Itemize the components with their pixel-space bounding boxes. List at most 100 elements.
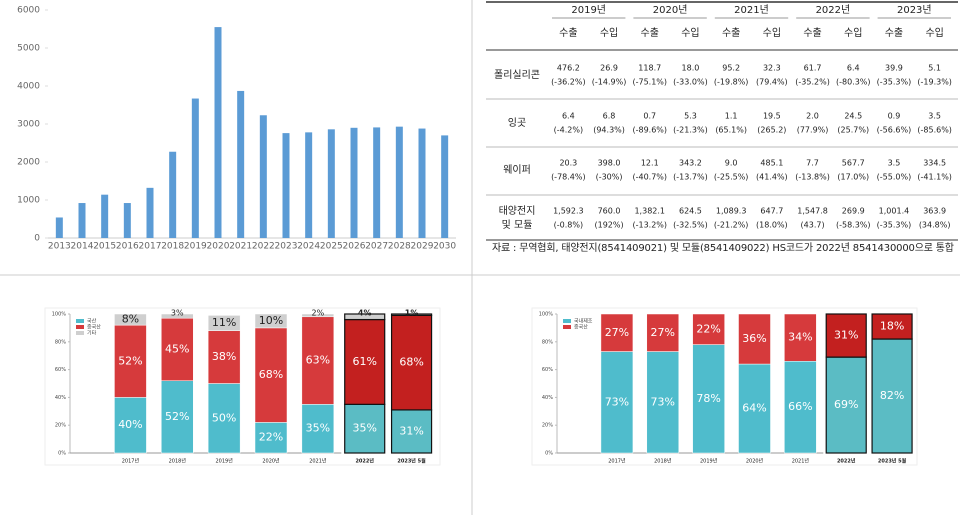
x-tick-label: 2018년 bbox=[654, 458, 672, 465]
table-cell: 647.7 bbox=[760, 207, 783, 216]
table-cell: (-0.8%) bbox=[554, 221, 583, 230]
bar-segment bbox=[871, 338, 913, 454]
x-tick-label: 2026 bbox=[343, 242, 366, 252]
table-cell: (-40.7%) bbox=[632, 173, 667, 182]
x-tick-label: 2017년 bbox=[608, 458, 626, 465]
data-label: 68% bbox=[259, 368, 283, 381]
bar bbox=[327, 129, 335, 238]
bar bbox=[441, 135, 449, 238]
bar bbox=[418, 128, 426, 238]
table-cell: (94.3%) bbox=[593, 126, 625, 135]
data-label: 68% bbox=[399, 356, 423, 369]
data-label: 10% bbox=[259, 314, 283, 327]
y-tick-label: 20% bbox=[55, 423, 66, 429]
table-cell: (-41.1%) bbox=[917, 173, 952, 182]
table-cell: (-19.8%) bbox=[714, 78, 749, 87]
y-tick-label: 100% bbox=[539, 312, 554, 318]
table-cell: (-35.3%) bbox=[877, 78, 912, 87]
x-tick-label: 2013 bbox=[48, 242, 71, 252]
x-tick-label: 2019 bbox=[184, 242, 207, 252]
bar-segment bbox=[207, 330, 241, 384]
data-label: 40% bbox=[118, 418, 142, 431]
data-label: 2% bbox=[312, 309, 325, 318]
table-subheader: 수입 bbox=[925, 26, 943, 39]
table-cell: 398.0 bbox=[598, 159, 621, 168]
table-cell: (-19.3%) bbox=[917, 78, 952, 87]
table-cell: (-55.0%) bbox=[877, 173, 912, 182]
data-label: 27% bbox=[605, 326, 629, 339]
table-cell: 9.0 bbox=[725, 159, 738, 168]
table-cell: (-13.7%) bbox=[673, 173, 708, 182]
table-cell: (265.2) bbox=[757, 126, 786, 135]
data-label: 27% bbox=[651, 326, 675, 339]
bar bbox=[259, 115, 267, 238]
table-cell: 20.3 bbox=[559, 159, 577, 168]
table-subheader: 수입 bbox=[844, 26, 862, 39]
bar bbox=[305, 132, 313, 238]
x-tick-label: 2015 bbox=[93, 242, 116, 252]
x-tick-label: 2016 bbox=[116, 242, 139, 252]
table-cell: 7.7 bbox=[806, 159, 819, 168]
legend-label: 중국산 bbox=[87, 324, 101, 331]
bar-segment bbox=[600, 351, 634, 454]
y-tick-label: 60% bbox=[55, 367, 66, 373]
table-cell: 95.2 bbox=[722, 64, 740, 73]
data-label: 82% bbox=[880, 389, 904, 402]
bar bbox=[55, 217, 63, 238]
table-year: 2019년 bbox=[571, 4, 606, 16]
x-tick-label: 2030 bbox=[433, 242, 456, 252]
table-cell: 567.7 bbox=[842, 159, 865, 168]
table-cell: 6.4 bbox=[847, 64, 860, 73]
table-subheader: 수입 bbox=[681, 26, 699, 39]
bar-segment bbox=[114, 324, 147, 398]
table-cell: 363.9 bbox=[923, 207, 946, 216]
bar-segment bbox=[646, 351, 680, 454]
bar-segment bbox=[254, 313, 288, 329]
x-tick-label: 2028 bbox=[388, 242, 411, 252]
data-label: 8% bbox=[122, 313, 139, 326]
table-cell: (-75.1%) bbox=[632, 78, 667, 87]
y-tick-label: 80% bbox=[55, 339, 66, 345]
bar bbox=[191, 98, 199, 238]
data-label: 64% bbox=[742, 402, 766, 415]
table-cell: (17.0%) bbox=[837, 173, 869, 182]
x-tick-label: 2023년 5월 bbox=[397, 458, 426, 465]
legend-swatch bbox=[76, 319, 84, 323]
y-tick-label: 40% bbox=[542, 395, 553, 401]
table-cell: 19.5 bbox=[763, 112, 781, 121]
table-note: 자료 : 무역협회, 태양전지(8541409021) 및 모듈(8541409… bbox=[492, 241, 954, 254]
table-cell: 118.7 bbox=[638, 64, 661, 73]
row-label: 및 모듈 bbox=[502, 219, 533, 231]
table-cell: (-35.3%) bbox=[877, 221, 912, 230]
x-tick-label: 2021 bbox=[229, 242, 252, 252]
table-cell: 24.5 bbox=[844, 112, 862, 121]
row-label: 태양전지 bbox=[499, 205, 536, 217]
bar-segment bbox=[161, 317, 194, 381]
x-tick-label: 2029 bbox=[411, 242, 434, 252]
table-subheader: 수출 bbox=[803, 27, 821, 39]
table-cell: (-78.4%) bbox=[551, 173, 586, 182]
table-subheader: 수입 bbox=[763, 26, 781, 39]
data-label: 22% bbox=[696, 322, 720, 335]
data-label: 78% bbox=[696, 392, 720, 405]
bar-segment bbox=[784, 361, 817, 454]
table-cell: 1.1 bbox=[725, 112, 738, 121]
bar bbox=[282, 133, 290, 238]
table-cell: 1,382.1 bbox=[634, 207, 665, 216]
bar bbox=[169, 151, 177, 238]
table-cell: (34.8%) bbox=[919, 221, 951, 230]
legend-swatch bbox=[76, 331, 84, 335]
y-tick-label: 3000 bbox=[17, 120, 40, 130]
table-subheader: 수출 bbox=[559, 27, 577, 39]
table-cell: 32.3 bbox=[763, 64, 781, 73]
table-subheader: 수출 bbox=[641, 27, 659, 39]
table-cell: (-56.6%) bbox=[877, 126, 912, 135]
bar bbox=[123, 203, 131, 238]
bar-segment bbox=[390, 314, 433, 411]
data-label: 61% bbox=[352, 355, 376, 368]
table-cell: (192%) bbox=[594, 221, 623, 230]
table-cell: (65.1%) bbox=[715, 126, 747, 135]
y-tick-label: 0 bbox=[34, 234, 40, 244]
table-cell: (-21.3%) bbox=[673, 126, 708, 135]
table-cell: (79.4%) bbox=[756, 78, 788, 87]
